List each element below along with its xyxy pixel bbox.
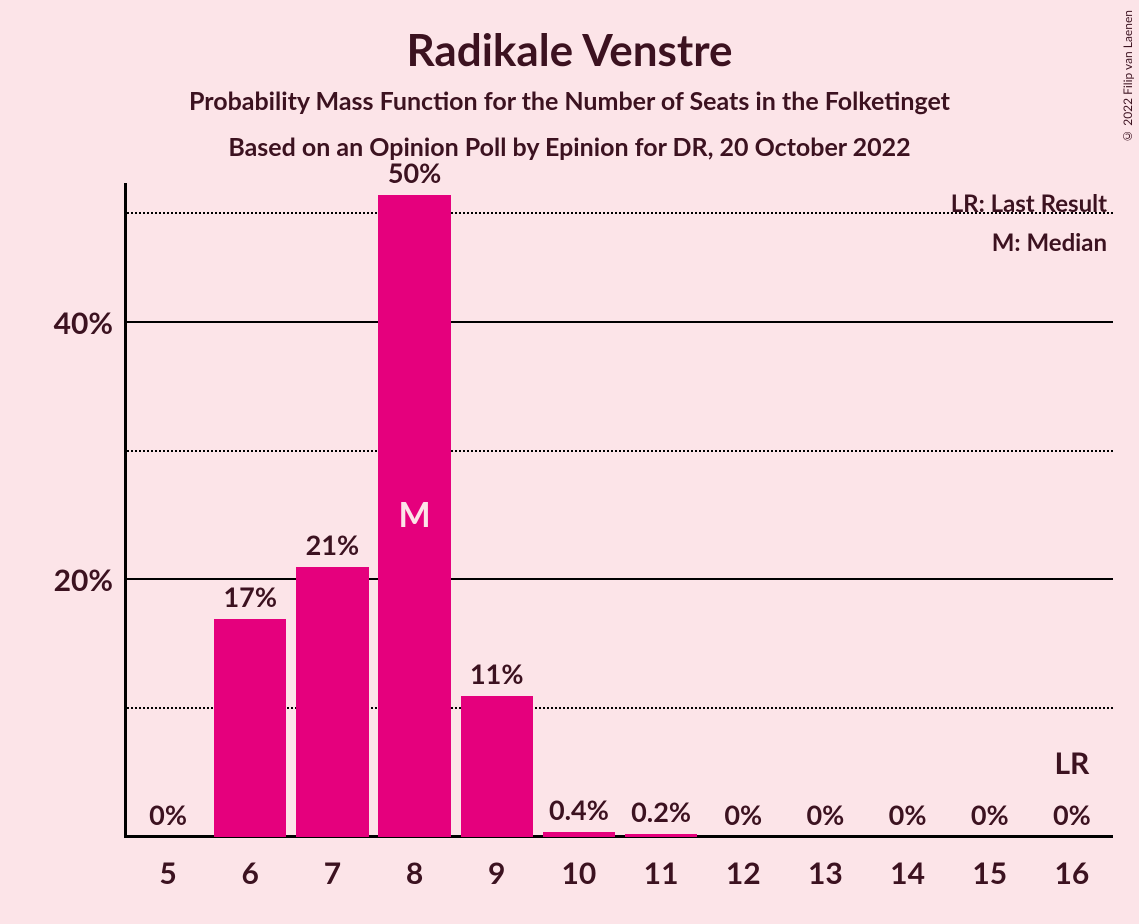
pmf-bar [296, 567, 368, 837]
chart-subtitle-1: Probability Mass Function for the Number… [0, 86, 1139, 116]
grid-line [127, 321, 1113, 323]
bar-value-label: 0% [889, 798, 927, 831]
pmf-bar [625, 834, 697, 837]
bar-value-label: 0% [807, 798, 845, 831]
bar-value-label: 0% [724, 798, 762, 831]
bar-value-label: 0% [971, 798, 1009, 831]
x-tick-label: 7 [324, 855, 341, 891]
bar-value-label: 0% [149, 798, 187, 831]
copyright-text: © 2022 Filip van Laenen [1120, 10, 1135, 144]
x-tick-label: 14 [890, 855, 925, 891]
bar-value-label: 17% [224, 580, 277, 613]
x-tick-label: 12 [726, 855, 761, 891]
bar-value-label: 11% [470, 657, 523, 690]
bar-value-label: 50% [388, 156, 441, 189]
bar-value-label: 0% [1053, 798, 1091, 831]
y-axis-line [124, 183, 127, 838]
x-tick-label: 10 [562, 855, 597, 891]
x-tick-label: 9 [488, 855, 505, 891]
x-tick-label: 11 [644, 855, 679, 891]
pmf-bar [461, 696, 533, 837]
x-tick-label: 16 [1055, 855, 1090, 891]
legend-median: M: Median [951, 228, 1107, 257]
pmf-bar [543, 832, 615, 837]
chart-legend: LR: Last Result M: Median [951, 189, 1107, 257]
x-tick-label: 15 [972, 855, 1007, 891]
x-tick-label: 6 [242, 855, 259, 891]
grid-line [127, 212, 1113, 214]
x-tick-label: 5 [159, 855, 176, 891]
grid-line [127, 450, 1113, 452]
y-tick-label: 40% [54, 305, 113, 341]
x-tick-label: 8 [406, 855, 423, 891]
last-result-marker: LR [1054, 745, 1089, 781]
pmf-bar [214, 619, 286, 837]
bar-value-label: 21% [306, 528, 359, 561]
median-marker: M [399, 494, 431, 535]
bar-value-label: 0.2% [631, 795, 691, 828]
x-tick-label: 13 [808, 855, 843, 891]
y-tick-label: 20% [54, 562, 113, 598]
chart-title: Radikale Venstre [0, 24, 1139, 76]
pmf-bar-chart: LR: Last Result M: Median 20%40%50%617%7… [127, 195, 1113, 837]
bar-value-label: 0.4% [549, 793, 609, 826]
chart-subtitle-2: Based on an Opinion Poll by Epinion for … [0, 132, 1139, 162]
